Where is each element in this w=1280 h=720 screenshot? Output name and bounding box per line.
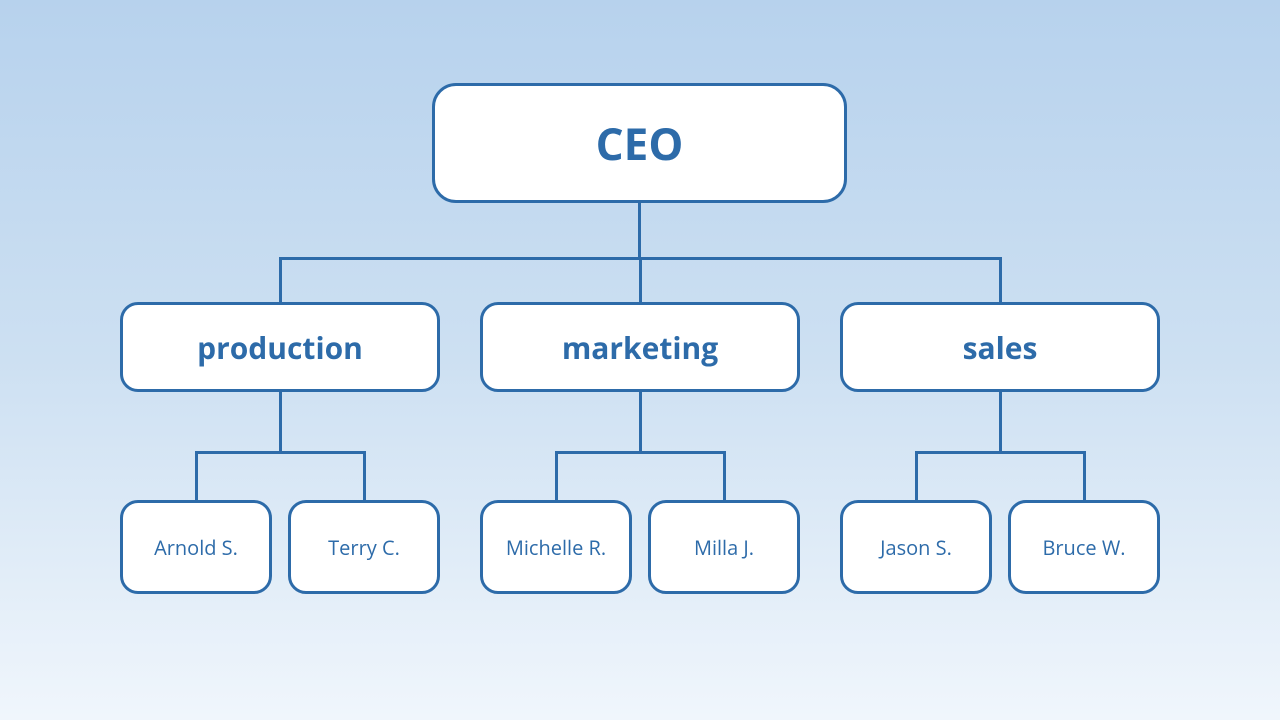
org-node-label: Milla J. — [694, 534, 754, 561]
org-connector — [555, 451, 726, 454]
org-node-marketing: marketing — [480, 302, 800, 392]
org-connector — [723, 451, 726, 501]
org-node-sales: sales — [840, 302, 1160, 392]
org-node-label: Bruce W. — [1042, 534, 1125, 561]
org-connector — [555, 451, 558, 501]
org-connector — [279, 392, 282, 452]
org-connector — [195, 451, 366, 454]
org-connector — [639, 392, 642, 452]
org-node-production: production — [120, 302, 440, 392]
org-node-label: Terry C. — [328, 534, 400, 561]
org-connector — [638, 203, 641, 258]
org-node-label: production — [197, 327, 363, 368]
org-connector — [195, 451, 198, 501]
org-connector — [915, 451, 1086, 454]
org-node-label: marketing — [562, 327, 718, 368]
org-connector — [639, 257, 642, 303]
org-node-person: Milla J. — [648, 500, 800, 594]
org-node-label: Michelle R. — [506, 534, 606, 561]
org-node-label: sales — [963, 327, 1038, 368]
org-node-label: Arnold S. — [154, 534, 238, 561]
org-node-person: Terry C. — [288, 500, 440, 594]
org-node-label: CEO — [596, 113, 684, 173]
org-connector — [915, 451, 918, 501]
org-node-person: Jason S. — [840, 500, 992, 594]
org-node-ceo: CEO — [432, 83, 847, 203]
org-connector — [363, 451, 366, 501]
org-connector — [999, 257, 1002, 303]
org-connector — [279, 257, 282, 303]
org-connector — [1083, 451, 1086, 501]
org-node-person: Michelle R. — [480, 500, 632, 594]
org-connector — [999, 392, 1002, 452]
org-node-label: Jason S. — [880, 534, 952, 561]
org-node-person: Bruce W. — [1008, 500, 1160, 594]
org-node-person: Arnold S. — [120, 500, 272, 594]
